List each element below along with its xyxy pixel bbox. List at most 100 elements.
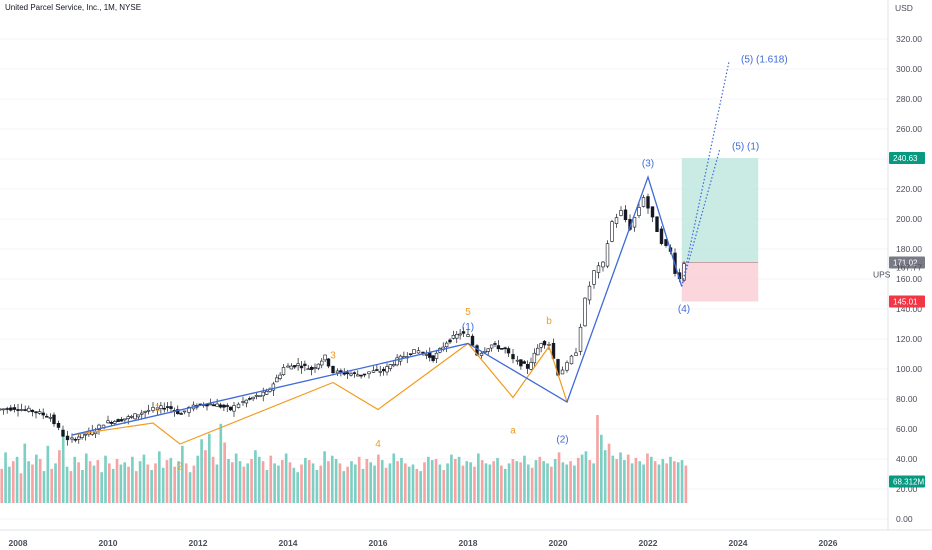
volume-bar xyxy=(665,463,668,503)
volume-bar xyxy=(31,464,34,503)
volume-bar xyxy=(546,463,549,503)
candle-body xyxy=(431,355,435,361)
volume-bar xyxy=(46,445,50,503)
elliott-wave-lines xyxy=(71,61,730,445)
candle-body xyxy=(605,243,610,267)
y-tick-label: 180.00 xyxy=(896,244,922,254)
candle-body xyxy=(271,383,276,391)
candle-body xyxy=(623,209,628,221)
volume-bar xyxy=(65,466,69,503)
y-tick-label: 200.00 xyxy=(896,214,922,224)
candle-body xyxy=(19,409,24,411)
candle-body xyxy=(140,412,144,415)
candle-body xyxy=(5,408,9,410)
volume-bar xyxy=(649,456,653,503)
volume-bar xyxy=(280,460,284,503)
volume-bars xyxy=(0,415,688,503)
candle-body xyxy=(610,221,614,242)
volume-bar xyxy=(277,465,280,503)
y-tick-label: 140.00 xyxy=(896,304,922,314)
x-tick-label: 2020 xyxy=(549,538,568,548)
volume-bar xyxy=(380,460,384,503)
candle-body xyxy=(41,412,45,416)
candle-body xyxy=(286,365,290,368)
volume-bar xyxy=(484,463,488,503)
candle-body xyxy=(179,413,183,415)
volume-bar xyxy=(657,464,661,503)
volume-bar xyxy=(369,462,373,503)
volume-bar xyxy=(200,439,203,503)
candle-body xyxy=(331,365,335,374)
candle-body xyxy=(578,326,583,352)
candle-body xyxy=(388,364,393,369)
candle-body xyxy=(275,377,279,383)
candle-body xyxy=(113,421,117,424)
volume-bar xyxy=(373,465,376,503)
volume-bar xyxy=(177,461,180,503)
volume-bar xyxy=(523,455,526,503)
volume-bar xyxy=(204,450,207,503)
volume-bar xyxy=(453,459,457,503)
candle-body xyxy=(83,433,88,436)
candle-body xyxy=(155,407,160,410)
wave-label-orange: 4 xyxy=(375,439,381,450)
wave-label-orange: 5 xyxy=(465,307,471,318)
candle-body xyxy=(659,228,664,244)
candle-body xyxy=(569,355,574,365)
price-badge-label: 68.312M xyxy=(893,478,924,487)
profit-zone xyxy=(681,158,759,263)
volume-bar xyxy=(411,464,415,503)
candle-body xyxy=(587,285,592,301)
candle-body xyxy=(416,350,421,354)
volume-bar xyxy=(38,459,42,503)
candle-body xyxy=(448,339,452,343)
y-tick-label: 280.00 xyxy=(896,94,922,104)
candle-body xyxy=(261,391,265,397)
candle-body xyxy=(313,367,317,369)
volume-bar xyxy=(461,465,465,503)
volume-bar xyxy=(173,466,177,503)
candle-body xyxy=(632,217,637,228)
volume-bar xyxy=(569,461,572,503)
candle-body xyxy=(162,407,166,410)
candle-body xyxy=(664,239,668,246)
symbol-label: UPS xyxy=(873,270,891,280)
volume-bar xyxy=(511,459,515,503)
volume-bar xyxy=(669,456,672,503)
volume-bar xyxy=(603,450,607,503)
volume-bar xyxy=(480,460,484,503)
volume-bar xyxy=(638,461,642,503)
candle-body xyxy=(222,404,226,408)
wave-label-blue: (2) xyxy=(556,435,568,446)
candle-body xyxy=(244,399,249,404)
candle-body xyxy=(296,363,300,366)
candle-body xyxy=(159,405,163,409)
candle-body xyxy=(119,419,124,422)
candle-body xyxy=(458,333,462,336)
candle-body xyxy=(539,343,543,348)
volume-bar xyxy=(4,452,7,503)
volume-bar xyxy=(15,456,19,503)
candle-body xyxy=(493,343,497,345)
volume-bar xyxy=(438,464,442,503)
volume-bar xyxy=(365,459,369,503)
volume-bar xyxy=(361,468,365,503)
wave-label-orange: a xyxy=(510,426,516,437)
candle-body xyxy=(232,405,236,412)
candle-body xyxy=(56,422,61,428)
volume-bar xyxy=(492,461,496,503)
volume-bar xyxy=(350,461,353,503)
price-badge-label: 240.63 xyxy=(893,154,918,163)
candle-body xyxy=(542,340,547,346)
volume-bar xyxy=(330,455,334,503)
candle-body xyxy=(359,374,363,377)
wave-label-orange: 2 xyxy=(177,462,183,473)
y-tick-label: 100.00 xyxy=(896,364,922,374)
volume-bar xyxy=(300,464,303,503)
candle-body xyxy=(655,216,659,233)
y-tick-label: 260.00 xyxy=(896,124,922,134)
volume-bar xyxy=(646,453,649,503)
volume-bar xyxy=(503,468,507,503)
volume-bar xyxy=(61,431,65,503)
